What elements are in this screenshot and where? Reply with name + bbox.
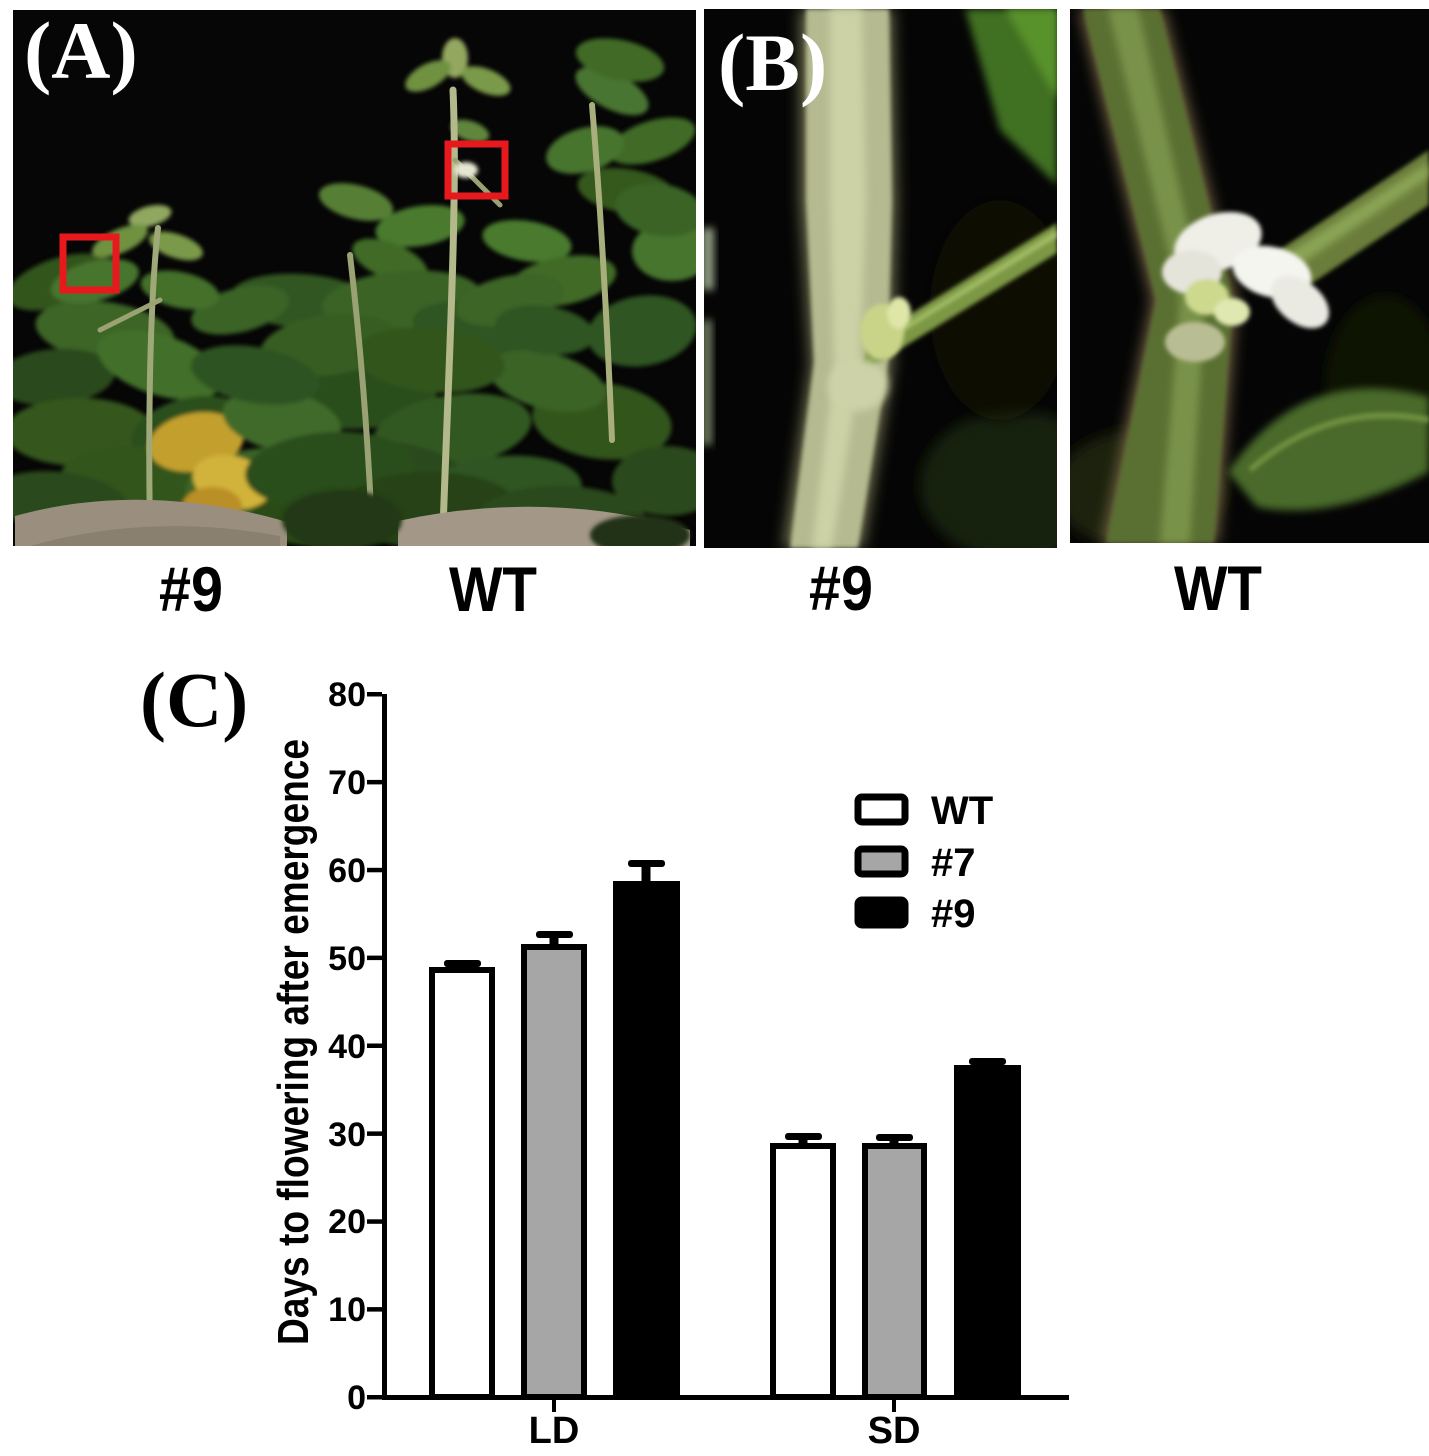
svg-text:WT: WT (931, 789, 993, 833)
svg-text:60: 60 (328, 852, 366, 890)
svg-text:Days to flowering after emerge: Days to flowering after emergence (269, 739, 318, 1345)
svg-text:10: 10 (328, 1291, 366, 1329)
svg-text:20: 20 (328, 1203, 366, 1241)
svg-text:LD: LD (529, 1410, 580, 1452)
svg-text:#9: #9 (809, 554, 873, 624)
svg-text:70: 70 (328, 764, 366, 802)
svg-text:WT: WT (449, 555, 537, 625)
svg-text:30: 30 (328, 1116, 366, 1154)
svg-text:SD: SD (868, 1410, 921, 1452)
svg-text:(C): (C) (140, 656, 248, 743)
svg-text:#9: #9 (931, 892, 976, 936)
svg-text:0: 0 (347, 1379, 366, 1417)
svg-text:WT: WT (1174, 554, 1262, 624)
svg-text:#7: #7 (931, 841, 976, 885)
svg-text:40: 40 (328, 1028, 366, 1066)
svg-text:(A): (A) (24, 5, 138, 96)
svg-text:80: 80 (328, 676, 366, 714)
svg-text:#9: #9 (159, 555, 223, 625)
svg-text:50: 50 (328, 940, 366, 978)
svg-text:(B): (B) (718, 17, 827, 108)
